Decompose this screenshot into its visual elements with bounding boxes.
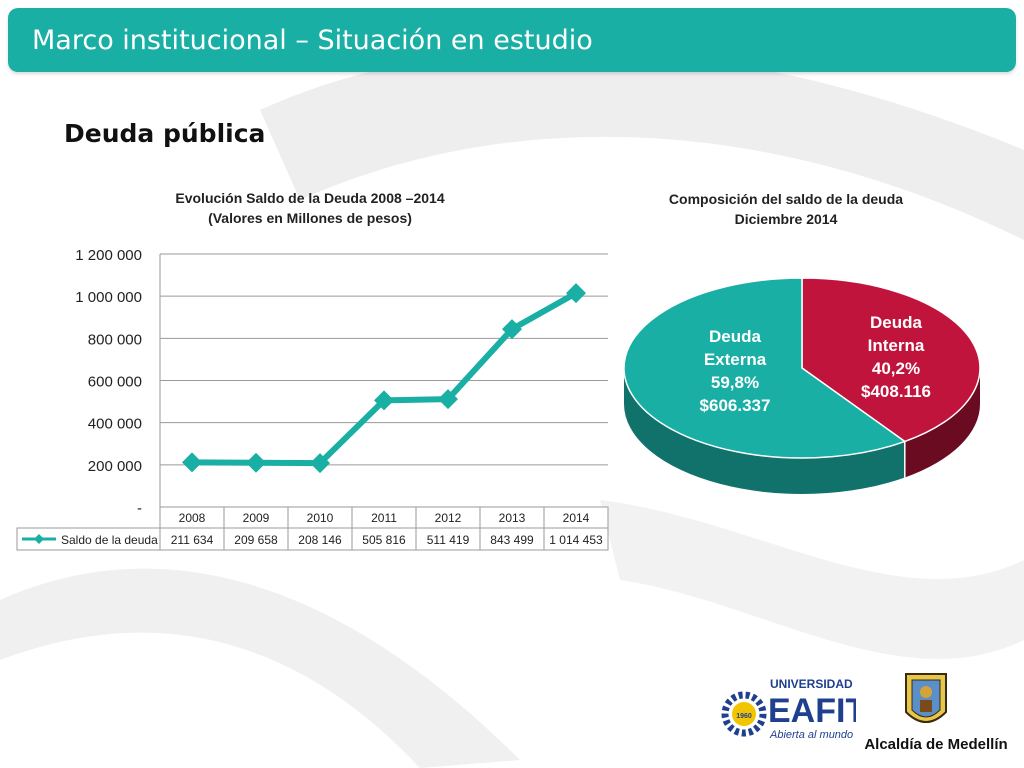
data-point-marker xyxy=(246,452,266,473)
y-tick-label: 1 000 000 xyxy=(75,289,142,306)
data-point-marker xyxy=(182,452,202,473)
data-point-marker xyxy=(374,390,394,411)
table-value-row xyxy=(16,527,609,551)
y-tick-label: 800 000 xyxy=(88,331,142,348)
interna-pie-label-name-1: Deuda xyxy=(870,313,923,332)
data-point-marker xyxy=(310,453,330,474)
table-value-cell: 209 658 xyxy=(234,533,278,547)
table-value-cell: 1 014 453 xyxy=(549,533,603,547)
interna-pie-label-name-2: Interna xyxy=(868,336,925,355)
pie-slice-externa xyxy=(623,277,907,459)
line-chart-y-axis: - 200 000 400 000 600 000 800 000 1 000 000 1 … xyxy=(75,247,142,517)
legend-series-name: Saldo de la deuda xyxy=(61,533,158,547)
series-line xyxy=(191,290,578,467)
externa-pie-label-name-2: Externa xyxy=(704,350,767,369)
eafit-line2: EAFIT xyxy=(768,692,856,730)
section-title: Deuda pública xyxy=(64,119,266,148)
interna-pie-label-percent: 40,2% xyxy=(872,359,920,378)
table-value-cell: 211 634 xyxy=(171,533,214,547)
x-category-label: 2014 xyxy=(563,511,590,525)
pie-slices xyxy=(623,277,981,494)
line-chart-data-table: 2008 2009 2010 2011 2012 2013 2014 211 634 209 6… xyxy=(16,506,609,551)
interna-pie-label-value: $408.116 xyxy=(861,382,931,401)
pie-labels: Deuda Externa 59,8% $606.337 Deuda Interna 40,… xyxy=(700,313,931,415)
table-value-cell: 843 499 xyxy=(490,533,534,547)
alcaldia-shield-icon xyxy=(905,673,947,723)
data-point-marker xyxy=(438,389,458,410)
line-chart-gridlines xyxy=(159,253,608,508)
pie-chart-subtitle: Diciembre 2014 xyxy=(735,211,838,227)
eafit-tagline: Abierta al mundo xyxy=(769,729,853,741)
y-tick-label: 600 000 xyxy=(88,374,142,391)
debt-composition-pie-chart: Composición del saldo de la deuda Diciem… xyxy=(623,191,981,494)
x-category-label: 2010 xyxy=(307,511,334,525)
eafit-year: 1960 xyxy=(736,713,752,720)
alcaldia-logo: Alcaldía de Medellín xyxy=(856,668,1016,760)
legend-marker-key xyxy=(34,534,44,544)
line-chart-series xyxy=(182,283,586,474)
x-category-label: 2009 xyxy=(243,511,270,525)
table-value-cell: 511 419 xyxy=(427,533,470,547)
pie-chart-title: Composición del saldo de la deuda xyxy=(669,191,903,207)
slide-header: Marco institucional – Situación en estud… xyxy=(8,8,1016,72)
y-tick-label: 400 000 xyxy=(88,416,142,433)
eafit-logo: 1960 UNIVERSIDAD EAFIT Abierta al mundo xyxy=(720,662,866,750)
externa-pie-label-percent: 59,8% xyxy=(711,373,759,392)
alcaldia-label: Alcaldía de Medellín xyxy=(864,736,1008,753)
x-category-label: 2008 xyxy=(179,511,206,525)
x-category-label: 2013 xyxy=(499,511,526,525)
y-tick-label: - xyxy=(137,500,142,517)
externa-pie-label-name-1: Deuda xyxy=(709,327,762,346)
y-tick-label: 200 000 xyxy=(88,458,142,475)
line-chart-title: Evolución Saldo de la Deuda 2008 –2014 xyxy=(175,190,444,206)
slide-title: Marco institucional – Situación en estud… xyxy=(32,25,593,56)
pie-slice-interna xyxy=(801,277,981,443)
data-point-marker xyxy=(502,319,522,340)
pie-side-interna xyxy=(904,368,980,478)
y-tick-label: 1 200 000 xyxy=(75,247,142,264)
data-point-marker xyxy=(566,283,586,304)
debt-evolution-line-chart: Evolución Saldo de la Deuda 2008 –2014 (… xyxy=(16,190,609,551)
table-value-cell: 505 816 xyxy=(362,533,406,547)
table-value-cell: 208 146 xyxy=(298,533,342,547)
x-category-label: 2011 xyxy=(371,511,397,525)
externa-pie-label-value: $606.337 xyxy=(700,396,771,415)
eafit-line1: UNIVERSIDAD xyxy=(770,677,853,691)
x-category-label: 2012 xyxy=(435,511,462,525)
pie-side-externa xyxy=(624,368,905,494)
line-chart-subtitle: (Valores en Millones de pesos) xyxy=(208,210,412,226)
